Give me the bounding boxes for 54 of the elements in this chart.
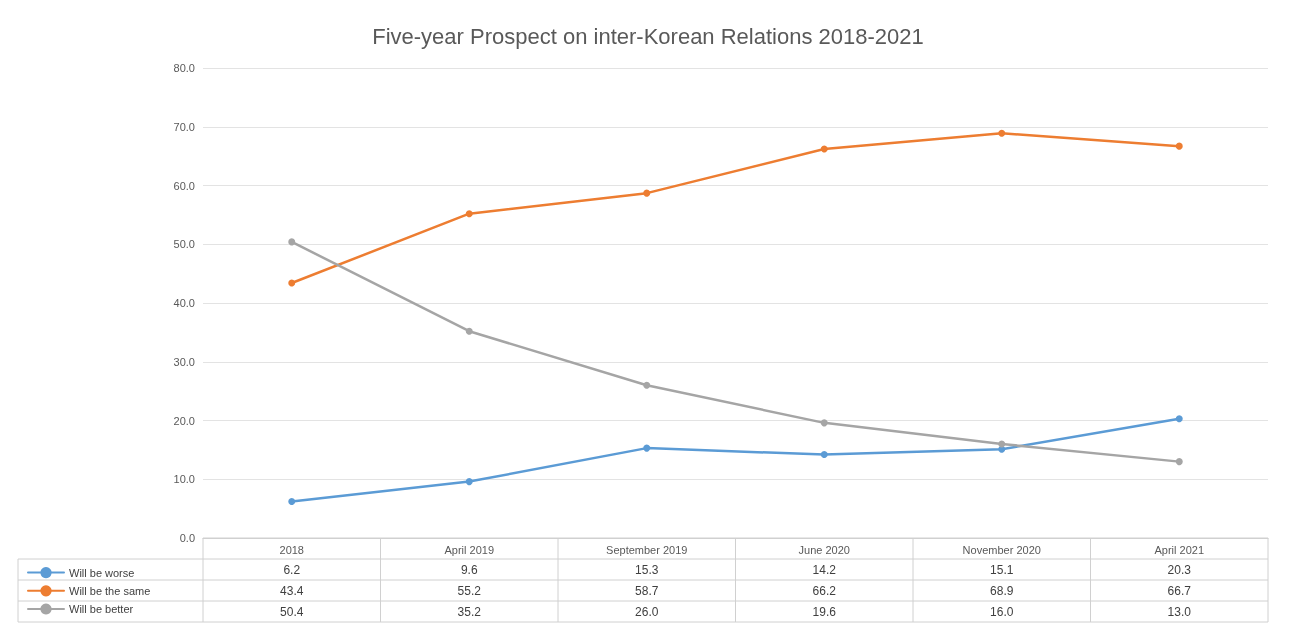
data-label: 15.3: [635, 562, 659, 577]
x-tick-label: April 2021: [1154, 543, 1205, 556]
point: [288, 238, 296, 246]
y-tick-label: 10.0: [173, 473, 195, 486]
x-tick-label: April 2019: [444, 543, 495, 556]
x-tick-label: 2018: [279, 543, 304, 556]
y-tick-label: 20.0: [173, 414, 195, 427]
data-label: 66.2: [812, 583, 837, 598]
data-label: 66.7: [1167, 583, 1192, 598]
point: [820, 419, 828, 427]
data-label: 6.2: [283, 562, 301, 577]
point: [288, 498, 296, 506]
point: [465, 210, 473, 218]
point: [1175, 142, 1183, 150]
chart-title: Five-year Prospect on inter-Korean Relations 2018-2021: [372, 23, 924, 49]
point: [465, 478, 473, 486]
y-tick-label: 0.0: [179, 532, 195, 544]
data-label: 68.9: [990, 583, 1014, 598]
data-label: 15.1: [990, 562, 1014, 577]
y-tick-label: 70.0: [173, 120, 195, 133]
point: [998, 129, 1006, 137]
data-label: 16.0: [990, 604, 1014, 619]
legend-label: Will be better: [69, 603, 134, 615]
y-tick-label: 50.0: [173, 238, 195, 251]
data-label: 43.4: [280, 583, 304, 598]
data-label: 14.2: [812, 562, 837, 577]
data-label: 9.6: [460, 562, 478, 577]
data-label: 35.2: [457, 604, 482, 619]
point: [288, 279, 296, 287]
point: [1175, 415, 1183, 423]
legend-label: Will be the same: [69, 584, 151, 597]
data-label: 19.6: [812, 604, 837, 619]
data-label: 55.2: [457, 583, 482, 598]
y-tick-label: 60.0: [173, 179, 195, 192]
y-tick-label: 40.0: [173, 297, 195, 309]
point: [1175, 458, 1183, 466]
point: [643, 189, 651, 197]
y-tick-label: 80.0: [173, 62, 195, 74]
x-tick-label: June 2020: [798, 543, 850, 556]
x-tick-label: November 2020: [962, 543, 1041, 556]
point: [643, 444, 651, 452]
y-tick-label: 30.0: [173, 355, 195, 368]
data-label: 26.0: [635, 604, 659, 619]
point: [643, 381, 651, 389]
legend-label: Will be worse: [69, 566, 135, 579]
x-tick-label: September 2019: [606, 543, 688, 556]
point: [820, 145, 828, 153]
data-label: 20.3: [1167, 562, 1192, 577]
data-label: 50.4: [280, 604, 304, 619]
point: [465, 327, 473, 335]
point: [998, 440, 1006, 448]
data-label: 13.0: [1167, 604, 1192, 619]
data-label: 58.7: [635, 583, 659, 598]
point: [820, 451, 828, 459]
